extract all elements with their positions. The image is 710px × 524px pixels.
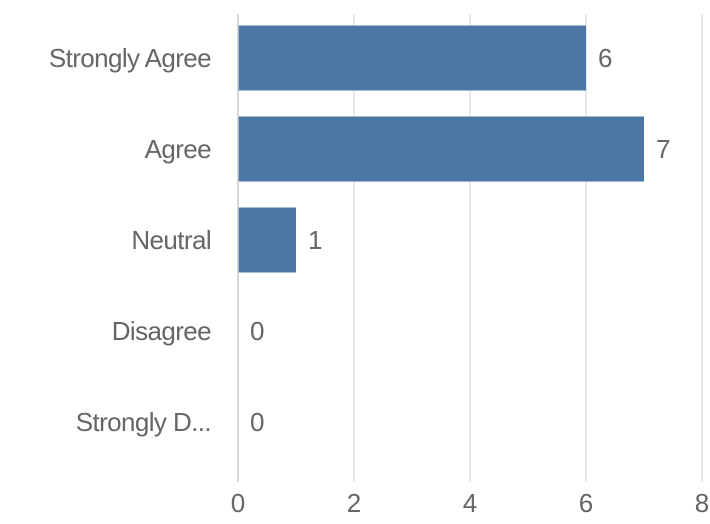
data-label-1: 7 [656,134,670,164]
category-labels: Strongly Agree Agree Neutral Disagree Strong… [49,43,212,437]
data-label-4: 0 [250,407,264,437]
bar-1 [238,116,644,182]
x-tick-label-6: 6 [579,488,593,518]
data-label-0: 6 [598,43,612,73]
bar-0 [238,25,586,91]
x-tick-label-0: 0 [231,488,245,518]
category-label-4: Strongly D... [76,407,211,437]
bar-2 [238,207,296,273]
x-tick-label-2: 2 [347,488,361,518]
grid-lines [353,14,703,482]
category-label-2: Neutral [131,225,211,255]
category-label-0: Strongly Agree [49,43,211,73]
x-tick-labels: 0 2 4 6 8 [231,488,709,518]
bars [238,25,644,273]
data-label-3: 0 [250,316,264,346]
data-labels: 6 7 1 0 0 [250,43,670,437]
x-tick-label-4: 4 [463,488,477,518]
category-label-3: Disagree [112,316,211,346]
category-label-1: Agree [145,134,212,164]
data-label-2: 1 [308,225,322,255]
x-tick-label-8: 8 [695,488,709,518]
